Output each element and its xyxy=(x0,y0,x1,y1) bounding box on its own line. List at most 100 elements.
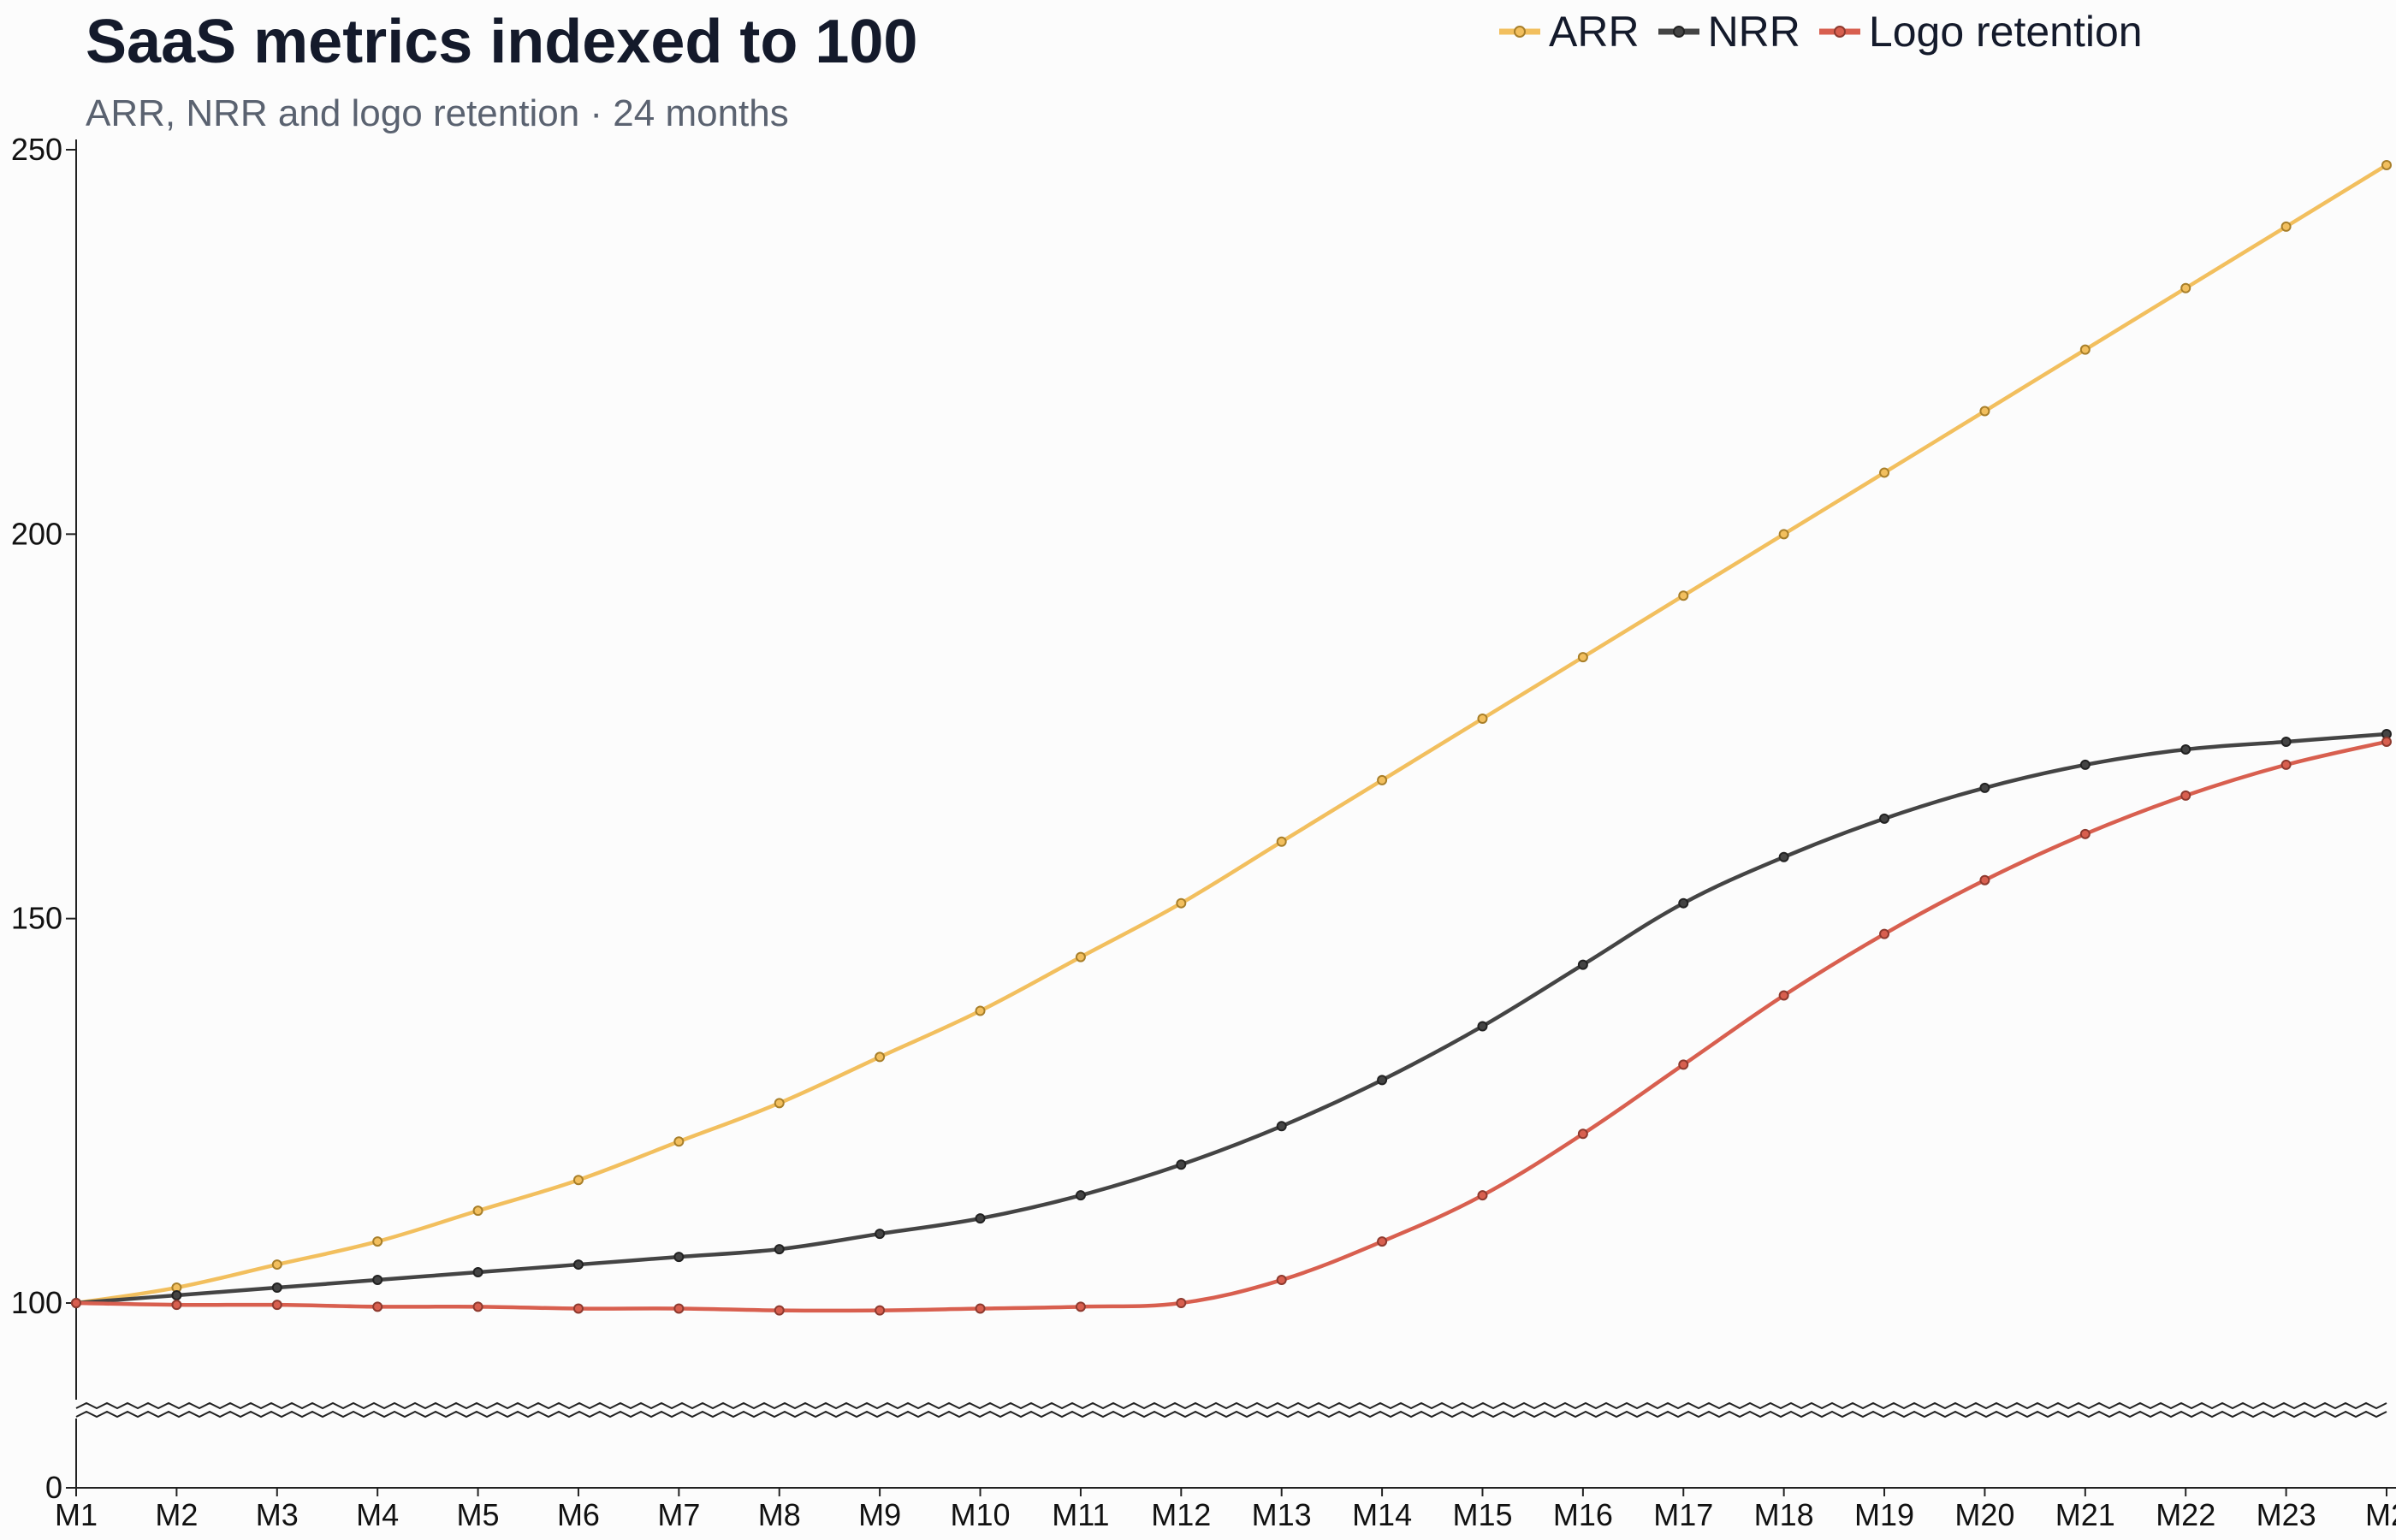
data-point-nrr xyxy=(975,1213,986,1224)
data-point-nrr xyxy=(1477,1021,1488,1032)
x-tick-label: M5 xyxy=(457,1497,500,1532)
x-tick-label: M11 xyxy=(1052,1497,1109,1532)
data-point-logo-retention xyxy=(975,1303,986,1314)
data-point-logo-retention xyxy=(1377,1236,1388,1247)
data-point-logo-retention xyxy=(673,1303,685,1314)
legend-item-logo-retention: Logo retention xyxy=(1818,7,2143,56)
data-point-logo-retention xyxy=(71,1298,81,1308)
data-point-nrr xyxy=(171,1290,182,1301)
x-tick-label: M2 xyxy=(155,1497,198,1532)
data-point-arr xyxy=(1176,897,1187,909)
data-point-logo-retention xyxy=(2180,790,2191,801)
data-point-arr xyxy=(1979,406,1990,417)
data-point-arr xyxy=(372,1236,383,1247)
data-point-nrr xyxy=(1075,1190,1086,1201)
data-point-arr xyxy=(1276,836,1287,847)
data-point-nrr xyxy=(2180,743,2191,755)
data-point-logo-retention xyxy=(1879,928,1890,939)
legend: ARR NRR Logo retention xyxy=(1498,7,2143,56)
data-point-logo-retention xyxy=(1276,1275,1287,1286)
legend-label-nrr: NRR xyxy=(1707,8,1800,56)
data-point-arr xyxy=(1577,652,1588,663)
y-tick-label: 200 xyxy=(11,516,62,551)
series-layer xyxy=(71,159,2392,1316)
series-line-nrr xyxy=(75,732,2387,1306)
data-point-nrr xyxy=(1176,1159,1187,1170)
data-point-nrr xyxy=(2280,736,2292,747)
data-point-arr xyxy=(2079,344,2091,355)
y-tick-label: 100 xyxy=(11,1285,62,1320)
data-point-nrr xyxy=(572,1259,584,1270)
data-point-arr xyxy=(472,1205,483,1217)
legend-item-nrr: NRR xyxy=(1657,7,1800,56)
data-point-logo-retention xyxy=(2280,759,2292,770)
data-point-logo-retention xyxy=(1176,1298,1187,1308)
axes: 0 100 150 200 250 M1 M2 M3 M4 M5 M6 M7 M8 M9 M10 M11 M12… xyxy=(11,132,2396,1532)
y-tick-label: 250 xyxy=(11,132,62,167)
series-arr xyxy=(71,159,2392,1308)
x-tick-label: M22 xyxy=(2156,1497,2215,1532)
data-point-logo-retention xyxy=(1979,874,1990,886)
series-line-logo-retention xyxy=(75,739,2387,1313)
x-tick-label: M4 xyxy=(356,1497,399,1532)
x-tick-label: M10 xyxy=(951,1497,1011,1532)
x-tick-label: M15 xyxy=(1452,1497,1512,1532)
x-tick-label: M14 xyxy=(1352,1497,1412,1532)
data-point-arr xyxy=(2280,221,2292,232)
data-point-logo-retention xyxy=(171,1300,182,1311)
data-point-arr xyxy=(673,1136,685,1147)
legend-swatch-nrr xyxy=(1658,26,1699,38)
legend-label-logo-retention: Logo retention xyxy=(1868,8,2143,56)
data-point-nrr xyxy=(1778,851,1789,862)
data-point-nrr xyxy=(1678,897,1689,909)
x-tick-label: M17 xyxy=(1653,1497,1713,1532)
data-point-logo-retention xyxy=(1075,1301,1086,1312)
data-point-nrr xyxy=(774,1244,785,1255)
x-tick-label: M13 xyxy=(1252,1497,1312,1532)
x-tick-label: M2 xyxy=(2365,1497,2396,1532)
series-nrr xyxy=(71,728,2392,1308)
data-point-arr xyxy=(774,1098,785,1109)
data-point-nrr xyxy=(1577,959,1588,970)
axis-break-gap xyxy=(73,1400,2390,1419)
x-tick-label: M23 xyxy=(2257,1497,2316,1532)
data-point-arr xyxy=(271,1259,282,1270)
data-point-nrr xyxy=(1377,1075,1388,1086)
data-point-logo-retention xyxy=(472,1301,483,1312)
data-point-logo-retention xyxy=(572,1303,584,1314)
data-point-logo-retention xyxy=(2079,828,2091,839)
legend-swatch-logo-retention xyxy=(1818,26,1860,38)
chart-title: SaaS metrics indexed to 100 xyxy=(86,8,918,76)
data-point-nrr xyxy=(1979,782,1990,793)
x-tick-label: M16 xyxy=(1553,1497,1613,1532)
x-tick-label: M8 xyxy=(758,1497,801,1532)
data-point-logo-retention xyxy=(271,1300,282,1311)
data-point-arr xyxy=(2180,282,2191,293)
legend-item-arr: ARR xyxy=(1498,7,1640,56)
legend-label-arr: ARR xyxy=(1549,8,1640,56)
data-point-logo-retention xyxy=(875,1305,886,1316)
data-point-nrr xyxy=(372,1275,383,1286)
series-logo-retention xyxy=(71,736,2392,1316)
x-tick-label: M7 xyxy=(657,1497,700,1532)
x-tick-label: M12 xyxy=(1151,1497,1211,1532)
y-tick-label: 150 xyxy=(11,901,62,936)
data-point-nrr xyxy=(271,1282,282,1294)
data-point-arr xyxy=(1678,590,1689,601)
x-tick-label: M9 xyxy=(858,1497,901,1532)
data-point-nrr xyxy=(1276,1121,1287,1132)
x-tick-label: M3 xyxy=(256,1497,299,1532)
chart-subtitle: ARR, NRR and logo retention · 24 months xyxy=(86,92,789,134)
data-point-logo-retention xyxy=(2381,736,2392,747)
data-point-arr xyxy=(1377,774,1388,785)
data-point-nrr xyxy=(2079,759,2091,770)
data-point-logo-retention xyxy=(372,1301,383,1312)
data-point-nrr xyxy=(472,1267,483,1278)
data-point-logo-retention xyxy=(1678,1059,1689,1070)
x-tick-label: M21 xyxy=(2055,1497,2115,1532)
data-point-arr xyxy=(572,1175,584,1186)
x-tick-label: M18 xyxy=(1754,1497,1814,1532)
data-point-arr xyxy=(1075,951,1086,962)
axis-break-line-lower xyxy=(75,1410,2387,1419)
